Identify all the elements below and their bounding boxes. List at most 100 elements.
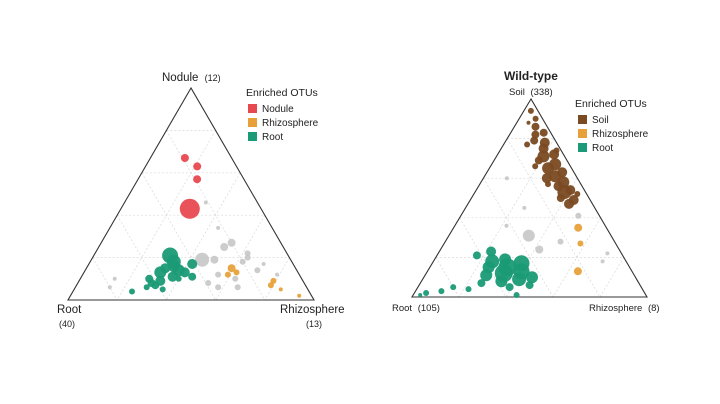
legend-label-nodule: Nodule <box>262 104 294 115</box>
legend-label-root: Root <box>592 143 613 154</box>
background-otu-point <box>195 252 210 267</box>
legend-label-rhizosphere: Rhizosphere <box>592 129 649 140</box>
root-point <box>145 274 154 283</box>
background-otu-point <box>275 272 280 277</box>
nodule-point <box>179 198 200 219</box>
rhizosphere-point <box>278 287 283 292</box>
grid-line <box>552 217 601 298</box>
soil-point <box>531 122 540 131</box>
legend-swatch-nodule <box>248 104 257 113</box>
grid-line <box>599 257 625 298</box>
background-otu-point <box>605 251 610 256</box>
legend-swatch-rhizosphere <box>578 129 587 138</box>
background-otu-point <box>227 238 236 247</box>
background-otu-point <box>215 284 222 291</box>
soil-point <box>524 141 531 148</box>
rhizosphere-point <box>227 264 236 273</box>
rhizosphere-point <box>297 293 302 298</box>
grid-line <box>141 172 216 301</box>
ternary-frame <box>411 97 648 298</box>
soil-point <box>556 194 565 202</box>
root-point <box>526 271 538 284</box>
soil-point <box>545 181 551 188</box>
soil-point <box>574 191 581 197</box>
root-point <box>151 281 160 290</box>
root-point <box>129 288 135 295</box>
background-otu-point <box>535 245 544 254</box>
legend-label-soil: Soil <box>592 115 609 126</box>
legend: Enriched OTUs Nodule Rhizosphere Root <box>246 87 319 143</box>
background-otu-point <box>210 255 219 264</box>
root-point <box>175 275 182 282</box>
background-otu-point <box>239 258 246 265</box>
legend-label-root: Root <box>262 132 283 143</box>
soil-point <box>526 120 531 125</box>
ternary-points <box>107 154 302 298</box>
rhizosphere-point <box>573 267 582 276</box>
root-point <box>188 272 197 281</box>
chart-title: Wild-type <box>504 69 558 83</box>
root-point <box>187 259 198 269</box>
background-otu-point <box>557 238 564 245</box>
vertex-left-count: (40) <box>59 319 75 329</box>
vertex-top-label: Nodule (12) <box>162 72 221 84</box>
root-point <box>465 286 472 293</box>
nodule-point <box>193 175 202 184</box>
background-otu-point <box>216 225 221 230</box>
background-otu-point <box>244 250 251 257</box>
background-otu-point <box>522 229 535 242</box>
rhizosphere-point <box>577 240 584 247</box>
soil-point <box>527 107 534 114</box>
soil-point <box>564 198 574 209</box>
vertex-top-name: Soil <box>509 87 525 98</box>
background-otu-point <box>234 284 241 291</box>
vertex-right-name: Rhizosphere <box>589 303 642 314</box>
vertex-right-name: Rhizosphere <box>280 304 345 316</box>
rhizosphere-point <box>574 223 583 232</box>
background-otu-point <box>205 280 212 286</box>
background-otu-point <box>504 176 509 181</box>
grid-line <box>116 130 216 301</box>
root-point <box>167 271 178 282</box>
root-point <box>438 288 445 295</box>
vertex-left-name: Root <box>392 303 412 314</box>
root-point <box>505 283 514 292</box>
root-point <box>159 286 166 293</box>
grid-line <box>264 257 290 301</box>
background-otu-point <box>220 243 229 251</box>
ternary-plot-nodule: Nodule (12) Root (40) Rhizosphere (13) E… <box>57 72 345 329</box>
ternary-frame <box>67 86 315 301</box>
legend: Enriched OTUs Soil Rhizosphere Root <box>575 98 649 154</box>
root-point <box>143 284 150 291</box>
root-point <box>472 251 481 260</box>
root-point <box>480 269 493 282</box>
root-point <box>495 275 508 288</box>
background-otu-point <box>600 259 605 264</box>
grid-line <box>92 257 118 301</box>
background-otu-point <box>575 212 582 219</box>
background-otu-point <box>261 262 266 266</box>
vertex-top-label: Soil (338) <box>509 87 553 98</box>
background-otu-point <box>244 254 251 261</box>
grid-line <box>505 178 578 298</box>
legend-title: Enriched OTUs <box>246 87 318 99</box>
grid-line <box>483 178 554 298</box>
vertex-right-count: (13) <box>306 319 322 329</box>
grid-line <box>506 138 601 298</box>
soil-point <box>549 170 562 183</box>
vertex-top-name: Nodule <box>162 72 198 84</box>
rhizosphere-point <box>267 282 274 289</box>
soil-point <box>530 136 539 145</box>
grid-line <box>215 215 266 301</box>
background-otu-point <box>203 200 208 205</box>
root-point <box>513 292 520 298</box>
vertex-top-count: (12) <box>205 73 221 83</box>
root-point <box>525 281 534 290</box>
soil-point <box>532 115 539 122</box>
background-otu-point <box>254 267 261 274</box>
grid-line <box>166 172 241 301</box>
vertex-left-label: Root (105) <box>392 303 440 314</box>
vertex-right-label: Rhizosphere (8) <box>589 303 660 314</box>
rhizosphere-point <box>224 271 231 278</box>
vertex-right-count: (8) <box>648 303 660 314</box>
